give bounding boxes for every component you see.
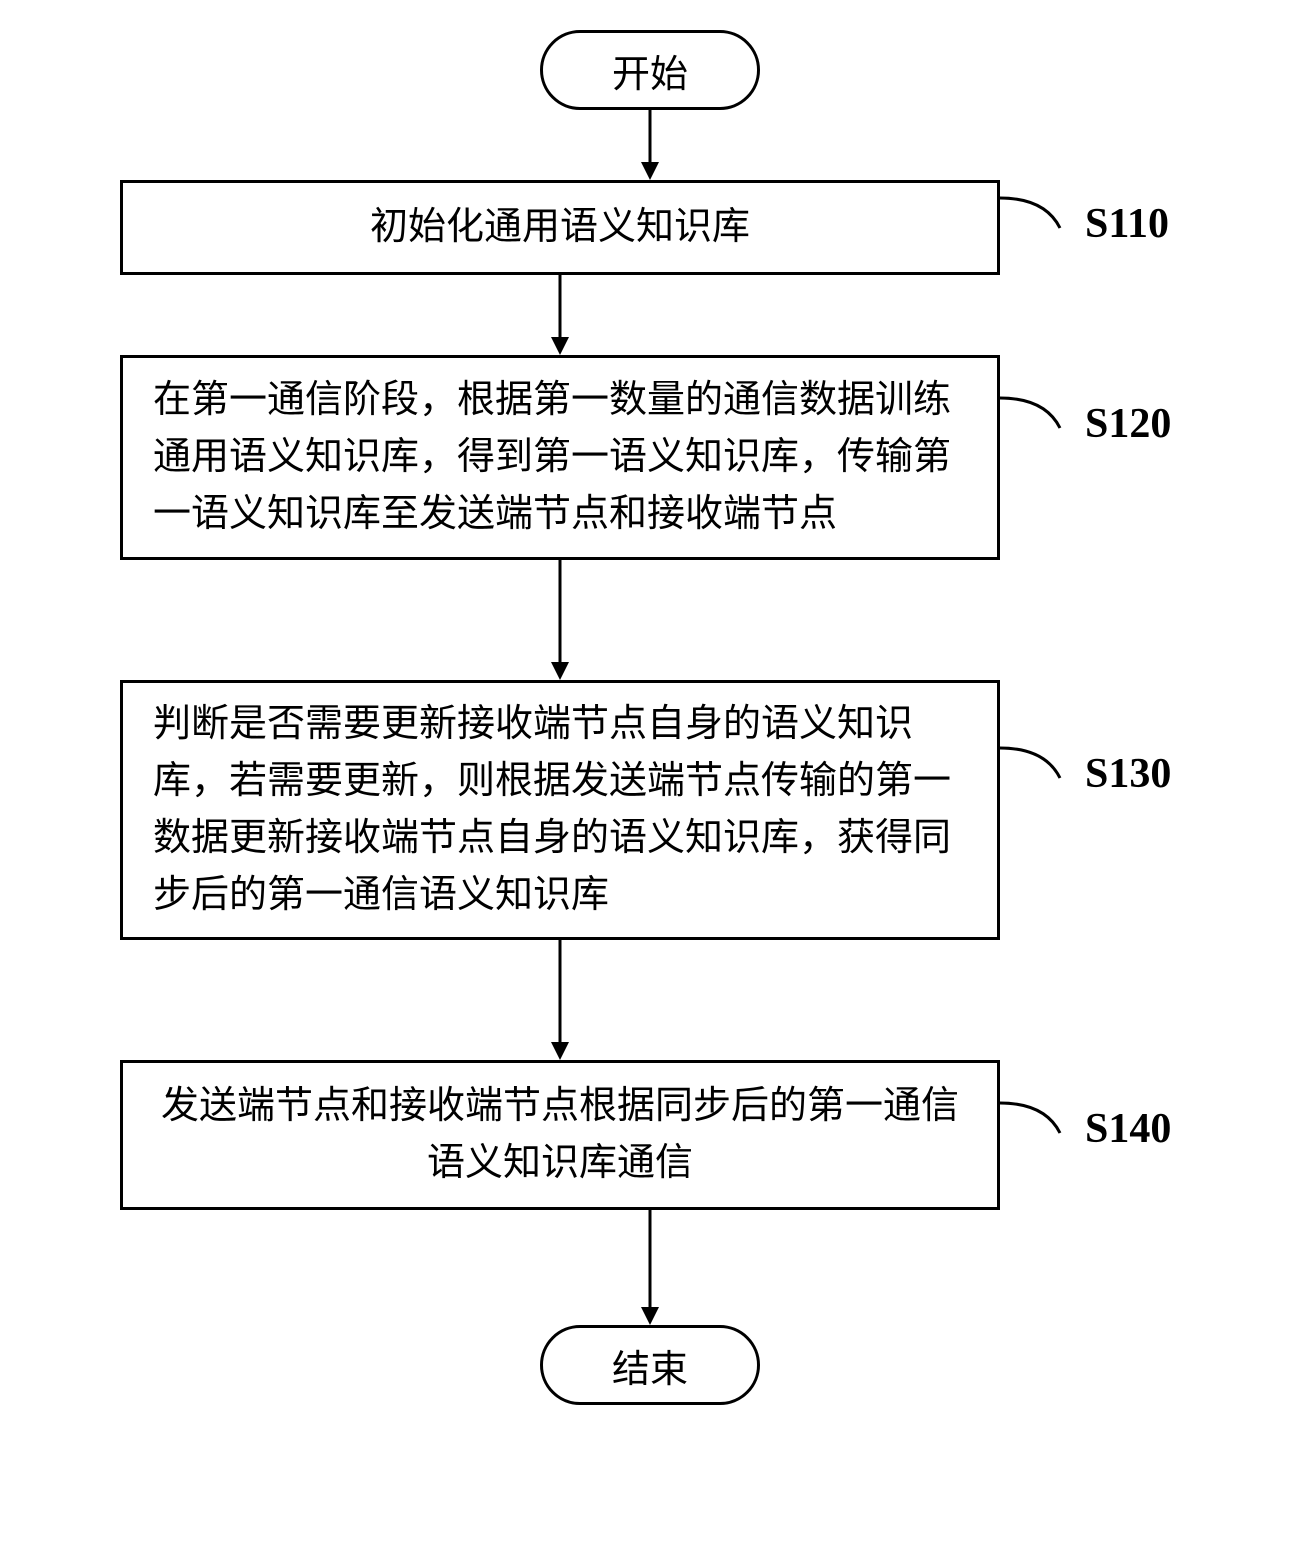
connector-s140 bbox=[1000, 1085, 1085, 1145]
connector-s110 bbox=[1000, 180, 1085, 240]
arrow-s140-end bbox=[632, 1210, 668, 1327]
connector-s130 bbox=[1000, 730, 1085, 790]
s110-text: 初始化通用语义知识库 bbox=[370, 199, 750, 256]
s120-label: S120 bbox=[1085, 400, 1171, 448]
arrow-s130-s140 bbox=[542, 940, 578, 1062]
arrow-s110-s120 bbox=[542, 275, 578, 357]
s130-label: S130 bbox=[1085, 750, 1171, 798]
s130-node: 判断是否需要更新接收端节点自身的语义知识库，若需要更新，则根据发送端节点传输的第… bbox=[120, 680, 1000, 940]
end-label: 结束 bbox=[612, 1338, 688, 1393]
start-node: 开始 bbox=[540, 30, 760, 110]
s140-node: 发送端节点和接收端节点根据同步后的第一通信语义知识库通信 bbox=[120, 1060, 1000, 1210]
arrow-start-s110 bbox=[632, 110, 668, 182]
s130-text: 判断是否需要更新接收端节点自身的语义知识库，若需要更新，则根据发送端节点传输的第… bbox=[153, 696, 967, 924]
s140-text: 发送端节点和接收端节点根据同步后的第一通信语义知识库通信 bbox=[153, 1078, 967, 1192]
s110-label: S110 bbox=[1085, 200, 1169, 248]
connector-s120 bbox=[1000, 380, 1085, 440]
s110-node: 初始化通用语义知识库 bbox=[120, 180, 1000, 275]
start-label: 开始 bbox=[612, 43, 688, 98]
s140-label: S140 bbox=[1085, 1105, 1171, 1153]
s120-text: 在第一通信阶段，根据第一数量的通信数据训练通用语义知识库，得到第一语义知识库，传… bbox=[153, 372, 967, 543]
flowchart-container: 开始 初始化通用语义知识库 S110 在第一通信阶段，根据第一数量的通信数据训练… bbox=[0, 0, 1291, 1560]
s120-node: 在第一通信阶段，根据第一数量的通信数据训练通用语义知识库，得到第一语义知识库，传… bbox=[120, 355, 1000, 560]
arrow-s120-s130 bbox=[542, 560, 578, 682]
end-node: 结束 bbox=[540, 1325, 760, 1405]
